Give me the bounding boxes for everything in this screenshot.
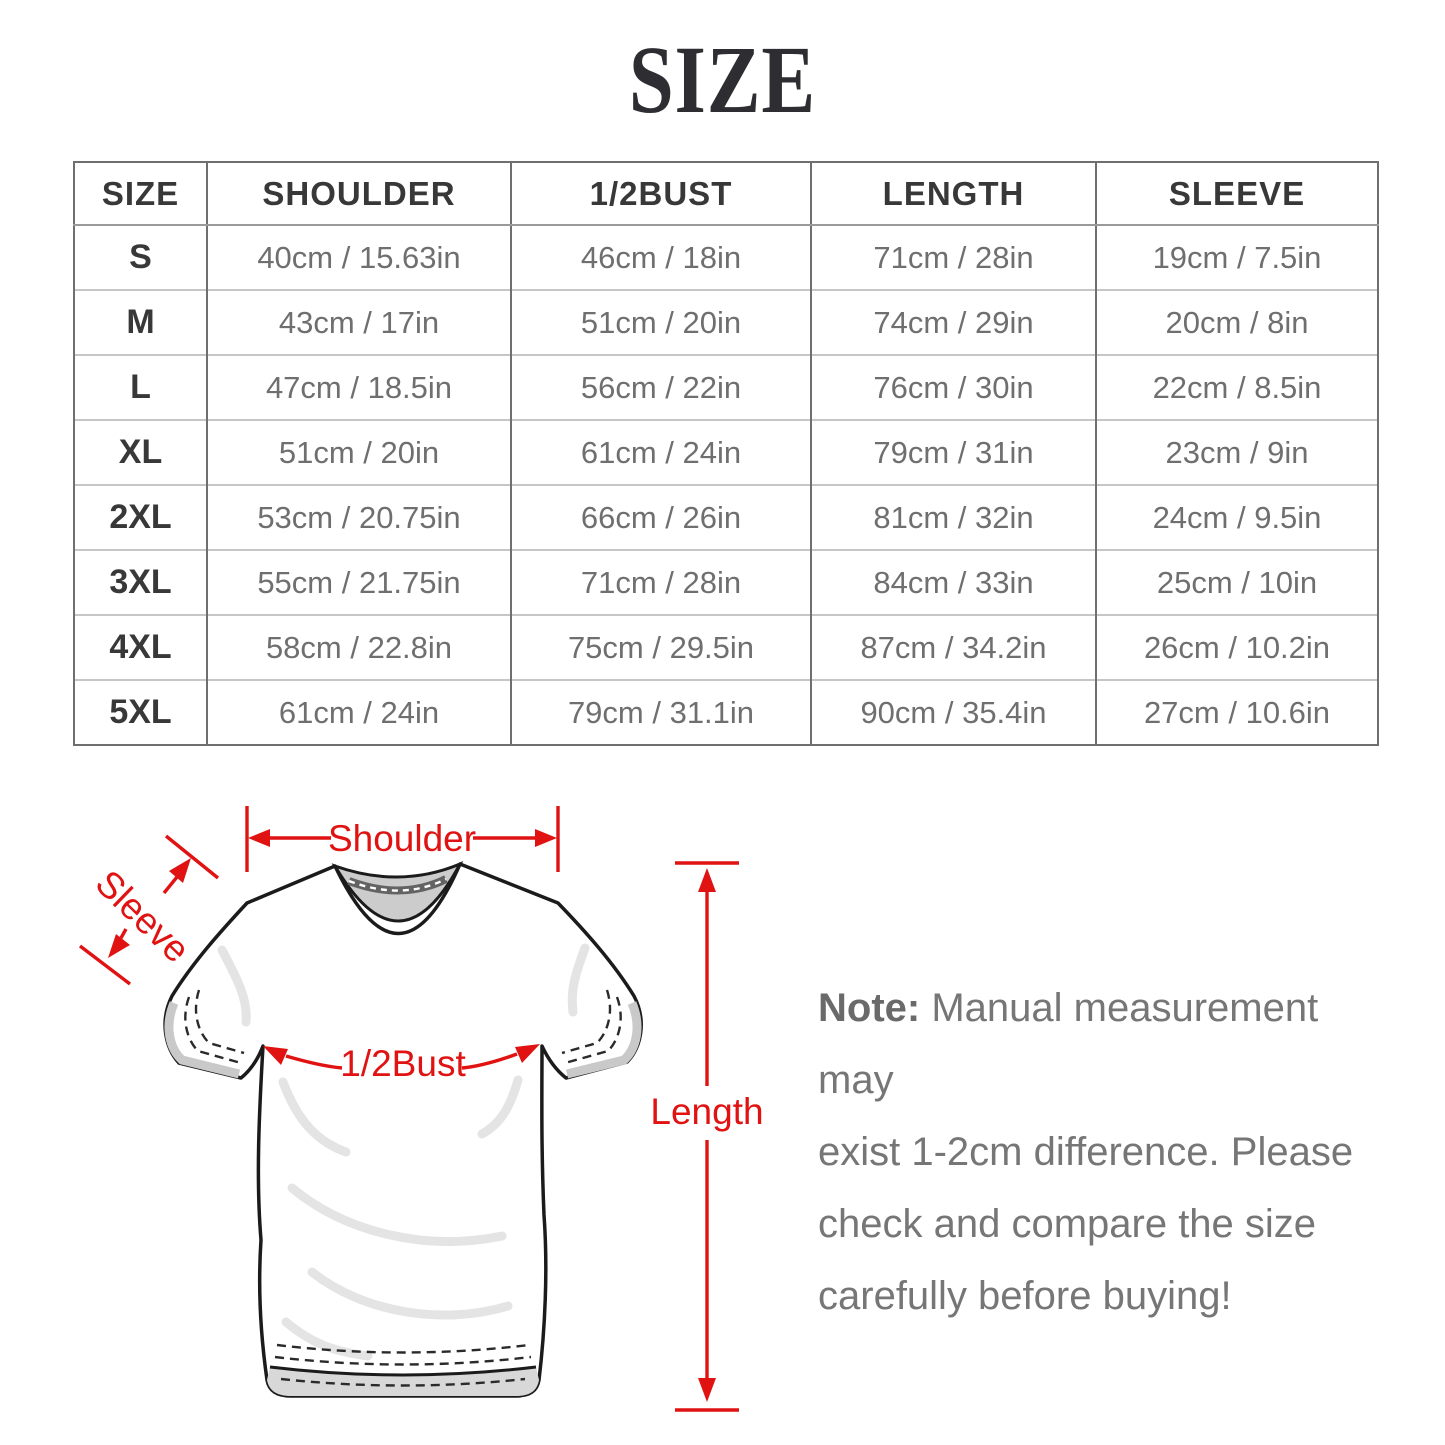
row-label: 3XL — [73, 549, 208, 615]
cell-shoulder: 43cm / 17in — [206, 289, 512, 355]
cell-shoulder: 40cm / 15.63in — [206, 225, 512, 290]
size-chart-table: SIZE SHOULDER 1/2BUST LENGTH SLEEVE S 40… — [73, 161, 1379, 746]
cell-sleeve: 20cm / 8in — [1095, 289, 1379, 355]
note-label: Note: — [818, 986, 921, 1030]
cell-length: 90cm / 35.4in — [810, 679, 1097, 745]
length-label: Length — [650, 1091, 763, 1132]
cell-half-bust: 66cm / 26in — [510, 484, 812, 550]
half-bust-label: 1/2Bust — [340, 1043, 466, 1084]
cell-sleeve: 23cm / 9in — [1095, 419, 1379, 485]
cell-half-bust: 79cm / 31.1in — [510, 679, 812, 745]
cell-half-bust: 56cm / 22in — [510, 354, 812, 420]
cell-half-bust: 75cm / 29.5in — [510, 614, 812, 680]
header-sleeve: SLEEVE — [1095, 162, 1379, 226]
note-line: check and compare the size — [818, 1202, 1317, 1246]
note-line: carefully before buying! — [818, 1274, 1232, 1318]
cell-sleeve: 26cm / 10.2in — [1095, 614, 1379, 680]
row-label: 5XL — [73, 679, 208, 745]
cell-length: 74cm / 29in — [810, 289, 1097, 355]
table-row: 3XL 55cm / 21.75in 71cm / 28in 84cm / 33… — [73, 549, 1379, 615]
cell-length: 87cm / 34.2in — [810, 614, 1097, 680]
note-line: Note: Manual measurement may — [818, 986, 1319, 1102]
cell-sleeve: 25cm / 10in — [1095, 549, 1379, 615]
half-bust-annotation: 1/2Bust — [263, 1043, 540, 1084]
cell-half-bust: 61cm / 24in — [510, 419, 812, 485]
table-row: M 43cm / 17in 51cm / 20in 74cm / 29in 20… — [73, 289, 1379, 355]
cell-length: 76cm / 30in — [810, 354, 1097, 420]
cell-length: 81cm / 32in — [810, 484, 1097, 550]
table-row: L 47cm / 18.5in 56cm / 22in 76cm / 30in … — [73, 354, 1379, 420]
cell-shoulder: 47cm / 18.5in — [206, 354, 512, 420]
shoulder-annotation: Shoulder — [245, 806, 560, 872]
cell-length: 71cm / 28in — [810, 225, 1097, 290]
cell-sleeve: 22cm / 8.5in — [1095, 354, 1379, 420]
table-row: XL 51cm / 20in 61cm / 24in 79cm / 31in 2… — [73, 419, 1379, 485]
tshirt-outline-drawing — [163, 861, 643, 1398]
measurement-note: Note: Manual measurement may exist 1-2cm… — [818, 972, 1398, 1332]
row-label: XL — [73, 419, 208, 485]
cell-shoulder: 58cm / 22.8in — [206, 614, 512, 680]
note-line: exist 1-2cm difference. Please — [818, 1130, 1354, 1174]
page-title-text: SIZE — [628, 26, 817, 133]
cell-sleeve: 24cm / 9.5in — [1095, 484, 1379, 550]
cell-shoulder: 53cm / 20.75in — [206, 484, 512, 550]
tshirt-measurement-diagram: Shoulder Sleeve 1/2Bust Length — [78, 806, 764, 1412]
row-label: L — [73, 354, 208, 420]
cell-half-bust: 46cm / 18in — [510, 225, 812, 290]
row-label: 4XL — [73, 614, 208, 680]
cell-sleeve: 19cm / 7.5in — [1095, 225, 1379, 290]
cell-sleeve: 27cm / 10.6in — [1095, 679, 1379, 745]
table-row: 4XL 58cm / 22.8in 75cm / 29.5in 87cm / 3… — [73, 614, 1379, 680]
length-annotation: Length — [650, 861, 764, 1412]
table-row: S 40cm / 15.63in 46cm / 18in 71cm / 28in… — [73, 225, 1379, 290]
cell-shoulder: 61cm / 24in — [206, 679, 512, 745]
table-row: 2XL 53cm / 20.75in 66cm / 26in 81cm / 32… — [73, 484, 1379, 550]
page-title: SIZE — [0, 26, 1445, 133]
header-half-bust: 1/2BUST — [510, 162, 812, 226]
cell-half-bust: 71cm / 28in — [510, 549, 812, 615]
row-label: 2XL — [73, 484, 208, 550]
row-label: M — [73, 289, 208, 355]
header-length: LENGTH — [810, 162, 1097, 226]
header-shoulder: SHOULDER — [206, 162, 512, 226]
cell-shoulder: 55cm / 21.75in — [206, 549, 512, 615]
header-size: SIZE — [73, 162, 208, 226]
row-label: S — [73, 225, 208, 290]
cell-length: 79cm / 31in — [810, 419, 1097, 485]
cell-length: 84cm / 33in — [810, 549, 1097, 615]
shoulder-label: Shoulder — [328, 818, 476, 859]
table-header-row: SIZE SHOULDER 1/2BUST LENGTH SLEEVE — [73, 162, 1379, 226]
cell-half-bust: 51cm / 20in — [510, 289, 812, 355]
table-row: 5XL 61cm / 24in 79cm / 31.1in 90cm / 35.… — [73, 679, 1379, 745]
cell-shoulder: 51cm / 20in — [206, 419, 512, 485]
